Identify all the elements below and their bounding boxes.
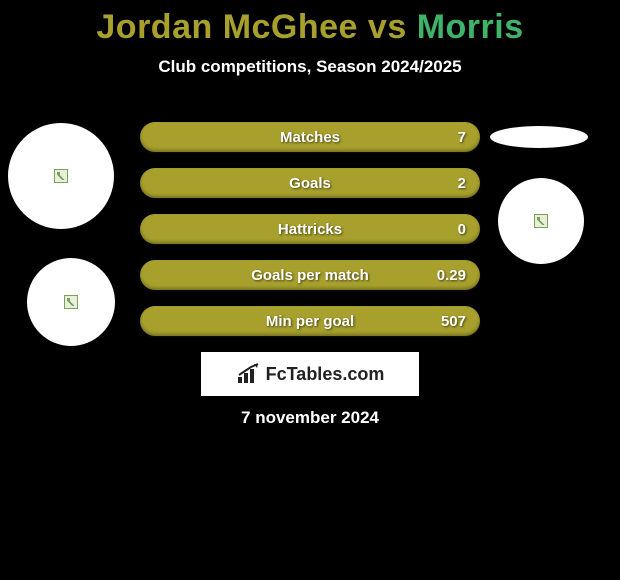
stat-value: 0 <box>458 221 466 238</box>
stat-value: 2 <box>458 175 466 192</box>
date-line: 7 november 2024 <box>0 408 620 428</box>
stats-area: Matches 7 Goals 2 Hattricks 0 Goals per … <box>140 122 480 352</box>
stat-value: 0.29 <box>437 267 466 284</box>
ellipse-shape <box>490 126 588 148</box>
stat-row-goals: Goals 2 <box>140 168 480 198</box>
player1-name: Jordan McGhee <box>96 8 358 46</box>
player2-name: Morris <box>417 8 524 46</box>
stat-label: Matches <box>280 129 340 146</box>
stat-row-mpg: Min per goal 507 <box>140 306 480 336</box>
brand-text: FcTables.com <box>266 364 385 385</box>
stat-label: Min per goal <box>266 313 354 330</box>
avatar-circle-left-bottom <box>27 258 115 346</box>
brand-chart-icon <box>236 363 262 385</box>
stat-label: Hattricks <box>278 221 342 238</box>
stat-row-hattricks: Hattricks 0 <box>140 214 480 244</box>
image-placeholder-icon <box>54 169 68 183</box>
avatar-circle-left-top <box>8 123 114 229</box>
vs-text: vs <box>358 8 417 46</box>
stat-label: Goals <box>289 175 331 192</box>
page-title: Jordan McGhee vs Morris <box>0 0 620 47</box>
brand-box: FcTables.com <box>201 352 419 396</box>
stat-label: Goals per match <box>251 267 369 284</box>
image-placeholder-icon <box>534 214 548 228</box>
avatar-circle-right <box>498 178 584 264</box>
stat-row-matches: Matches 7 <box>140 122 480 152</box>
image-placeholder-icon <box>64 295 78 309</box>
stat-value: 507 <box>441 313 466 330</box>
stat-row-gpm: Goals per match 0.29 <box>140 260 480 290</box>
subtitle: Club competitions, Season 2024/2025 <box>0 57 620 77</box>
stat-value: 7 <box>458 129 466 146</box>
